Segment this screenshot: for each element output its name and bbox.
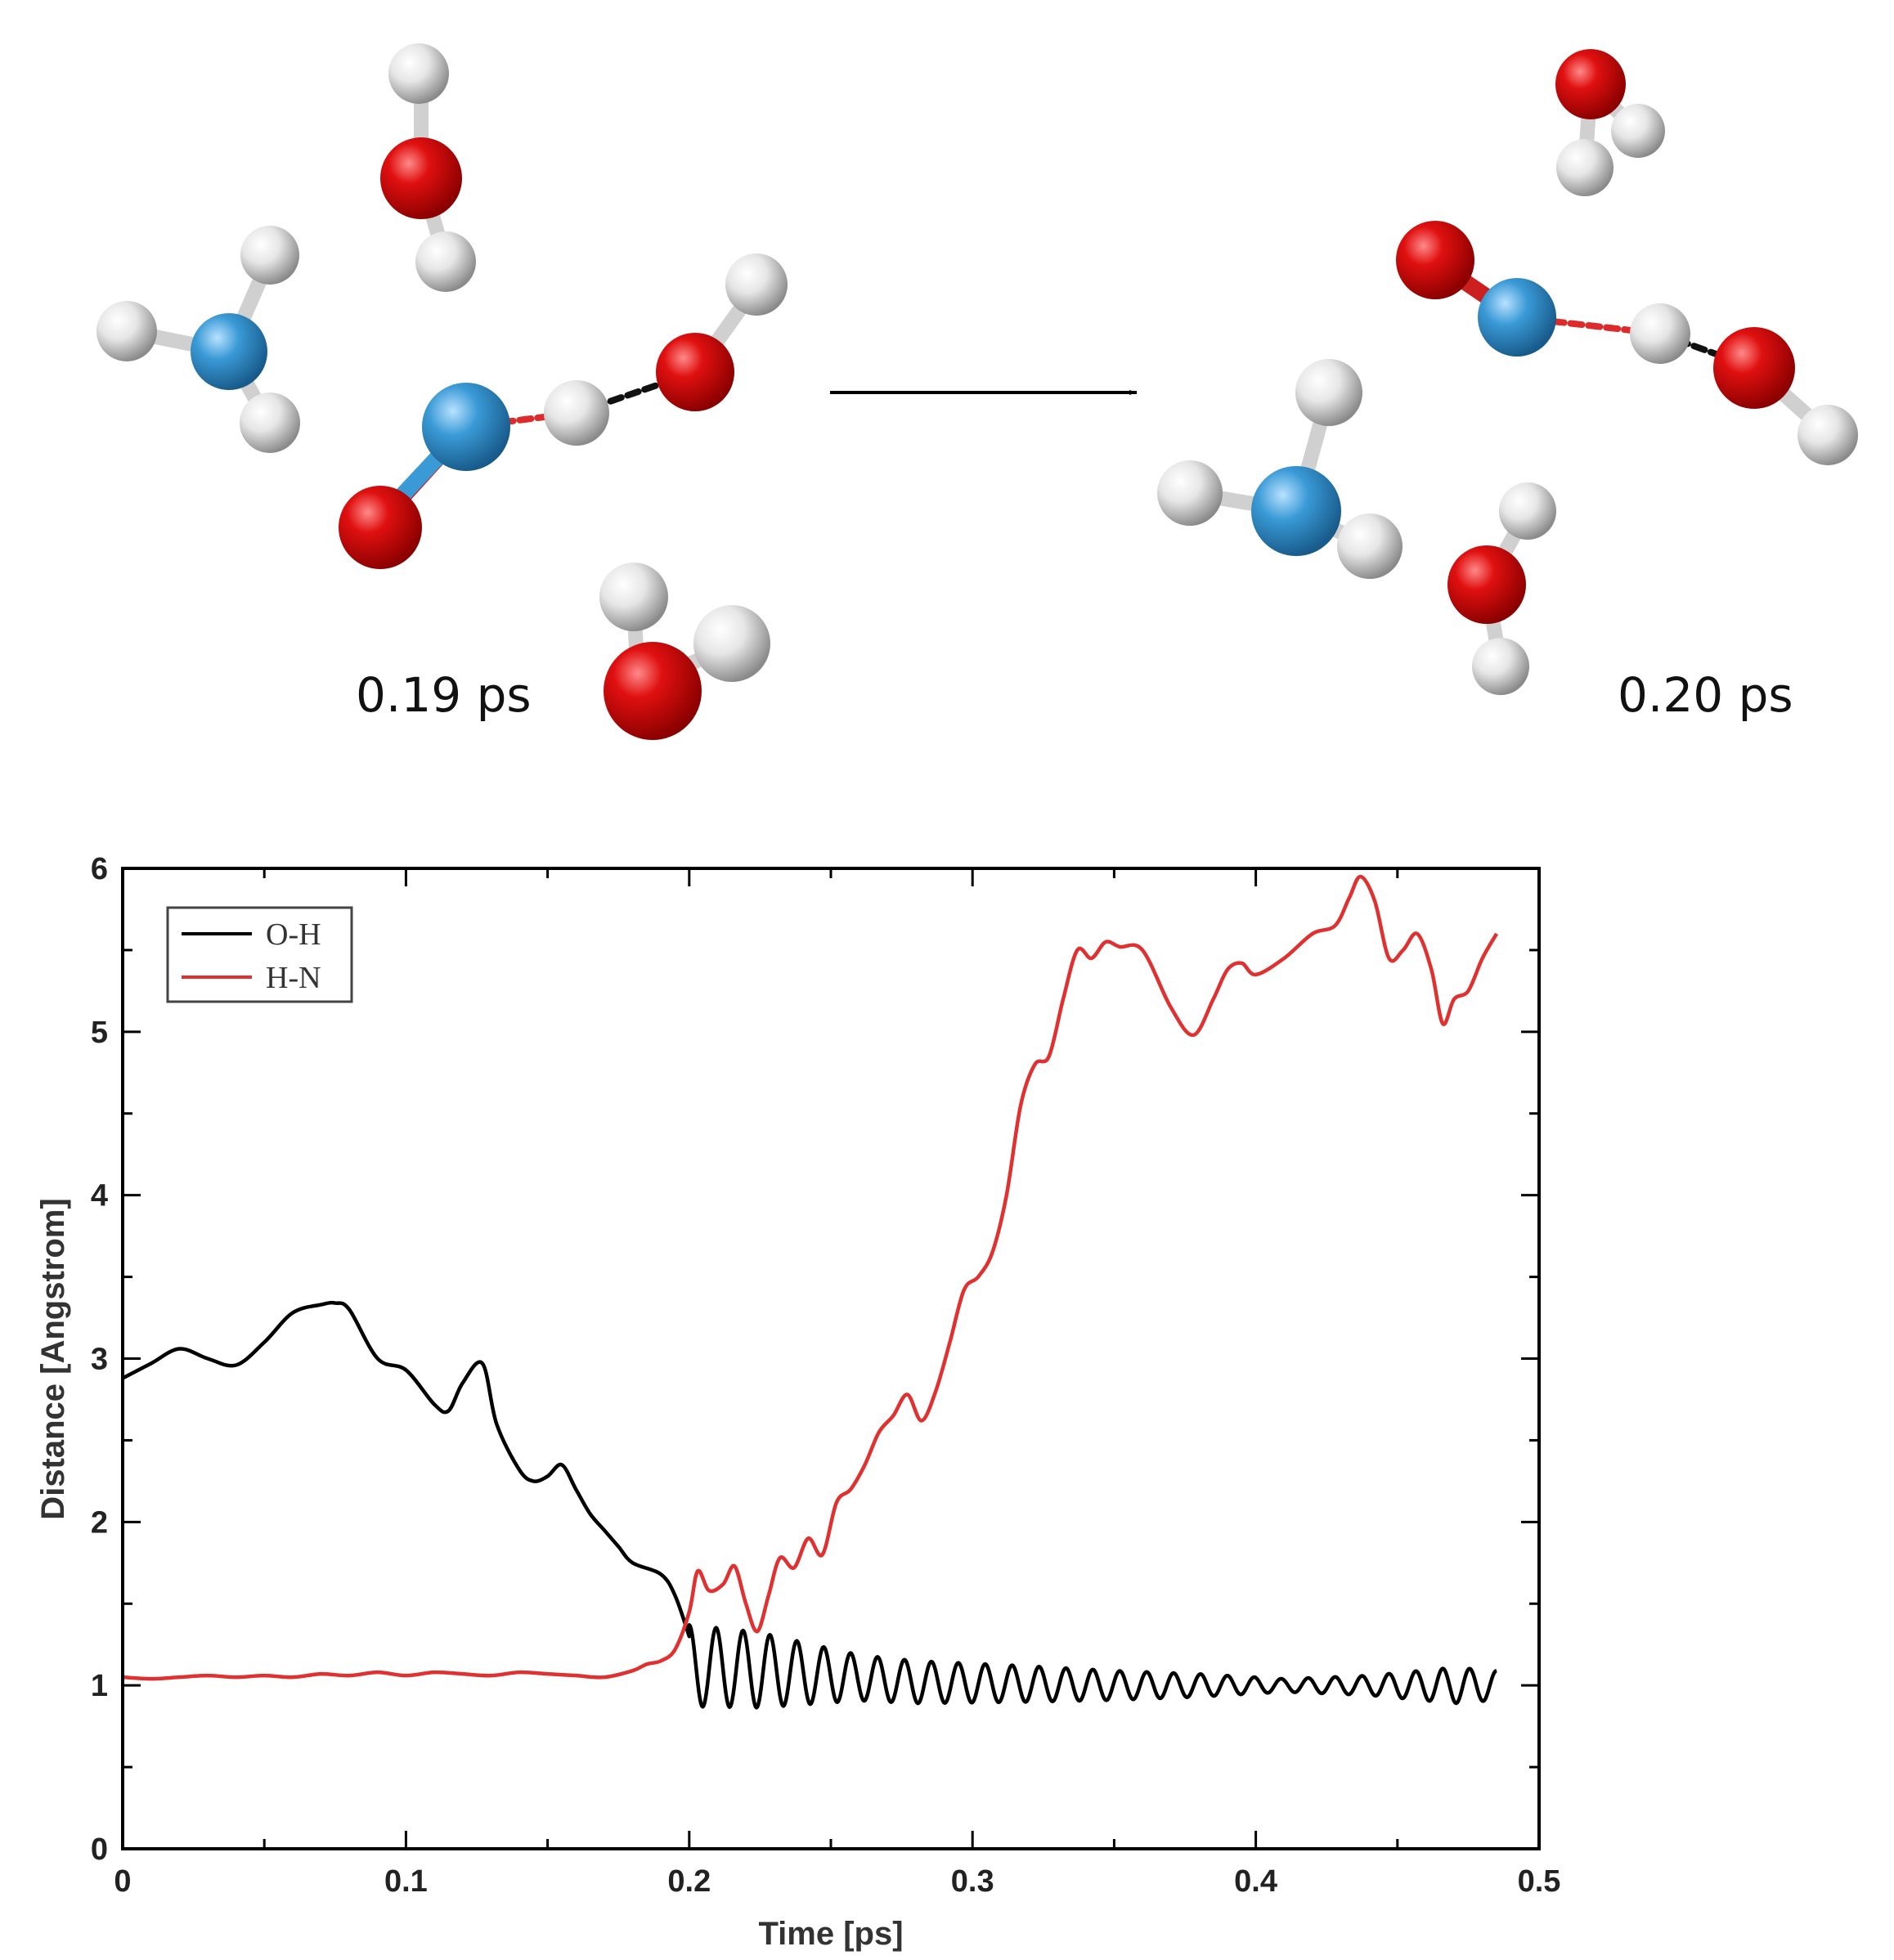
x-axis-title: Time [ps] [758,1916,903,1952]
hydrogen-atom [240,392,300,453]
legend-box [166,906,353,1003]
x-axis: 0 0.1 0.2 0.3 0.4 0.5 [114,868,1560,1899]
y-tick-label: 5 [91,1016,108,1050]
nitrogen-atom [1251,466,1341,556]
hydrogen-atom [1798,405,1858,465]
x-tick-label: 0.2 [667,1864,711,1899]
oxygen-atom [604,642,702,740]
x-tick-label: 0 [114,1864,131,1899]
snapshot-label-right: 0.20 ps [1618,667,1793,723]
hydrogen-atom [240,226,299,285]
hydrogen-atom [599,563,668,631]
x-tick-label: 0.4 [1234,1864,1277,1899]
hydrogen-atom [725,253,788,316]
oxygen-atom [656,333,734,411]
nitrogen-atom [422,383,510,471]
left-snapshot-atoms [96,43,788,740]
oxygen-atom [339,486,422,569]
y-tick-label: 6 [91,852,108,886]
y-tick-label: 1 [91,1669,108,1703]
x-tick-label: 0.1 [384,1864,428,1899]
molecular-snapshots: 0.19 ps [96,43,1858,740]
hydrogen-atom [1556,139,1613,196]
plot-frame [121,867,1541,1850]
hydrogen-atom [1611,104,1665,158]
y-tick-label: 0 [91,1832,108,1867]
nitrogen-atom [191,313,267,390]
hydrogen-atom [96,301,157,361]
x-tick-label: 0.3 [951,1864,994,1899]
nitrogen-atom [1478,278,1556,357]
y-axis-title: Distance [Angstrom] [35,1198,71,1519]
plot-series [121,874,1498,1710]
hydrogen-atom [1472,638,1529,695]
oxygen-atom [1713,327,1795,409]
oxygen-atom [1447,545,1526,624]
hydrogen-atom [415,231,476,292]
oxygen-atom [1555,49,1626,119]
y-axis: 0 1 2 3 4 5 6 [91,852,1539,1867]
oxygen-atom [380,137,462,219]
hydrogen-atom [544,380,609,446]
series-line-h-n [122,874,1498,1681]
y-tick-label: 2 [91,1505,108,1540]
hydrogen-atom [1295,359,1362,426]
y-tick-label: 4 [91,1179,108,1213]
hydrogen-atom [693,605,770,682]
oxygen-atom [1396,221,1474,299]
series-line-o-h [121,1300,1498,1710]
legend-label-oh: O-H [266,917,321,952]
distance-chart: 0 0.1 0.2 0.3 0.4 0.5 0 1 2 3 4 5 6 Time [ps] Dista… [35,852,1560,1952]
right-snapshot-atoms [1157,49,1858,695]
x-tick-label: 0.5 [1518,1864,1561,1899]
snapshot-label-left: 0.19 ps [356,667,532,723]
y-tick-label: 3 [91,1343,108,1377]
hydrogen-atom [1630,303,1690,364]
hydrogen-atom [1499,482,1556,540]
legend-label-hn: H-N [266,961,321,995]
legend: O-H H-N [166,906,353,1003]
hydrogen-atom [1337,514,1403,579]
hydrogen-atom [388,43,449,104]
hydrogen-atom [1157,460,1223,526]
